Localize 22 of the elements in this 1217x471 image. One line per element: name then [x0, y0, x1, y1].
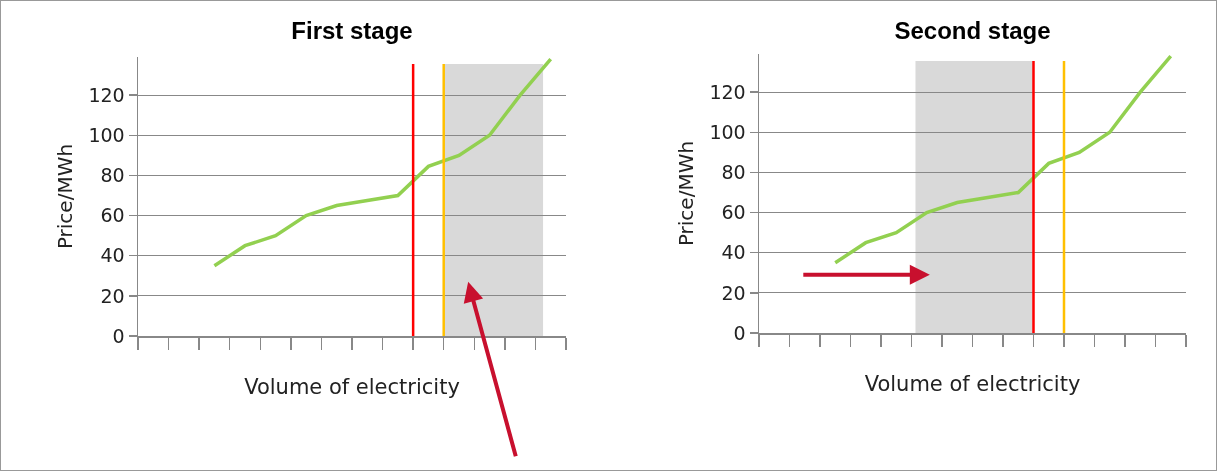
- y-tick-label: 0: [112, 324, 125, 347]
- y-tick-label: 80: [721, 161, 746, 184]
- chart-title: Second stage: [894, 17, 1051, 45]
- y-tick-label: 100: [709, 120, 746, 143]
- x-axis-title: Volume of electricity: [244, 374, 460, 399]
- y-tick-label: 20: [100, 284, 125, 307]
- y-tick-label: 60: [721, 201, 746, 224]
- y-tick-label: 80: [100, 164, 125, 187]
- y-axis-title: Price/MWh: [53, 143, 78, 250]
- y-tick-label: 120: [88, 83, 125, 106]
- y-tick-label: 40: [721, 241, 746, 264]
- y-tick-label: 100: [88, 123, 125, 146]
- x-axis-title: Volume of electricity: [864, 371, 1081, 396]
- line-series: [833, 54, 1173, 265]
- line-series: [212, 57, 553, 268]
- y-tick-label: 0: [733, 321, 746, 344]
- y-tick-label: 120: [709, 80, 746, 103]
- y-tick-label: 60: [100, 204, 125, 227]
- y-tick-label: 20: [721, 281, 746, 304]
- chart-title: First stage: [291, 17, 413, 45]
- y-axis-title: Price/MWh: [674, 140, 699, 247]
- y-tick-label: 40: [100, 244, 125, 267]
